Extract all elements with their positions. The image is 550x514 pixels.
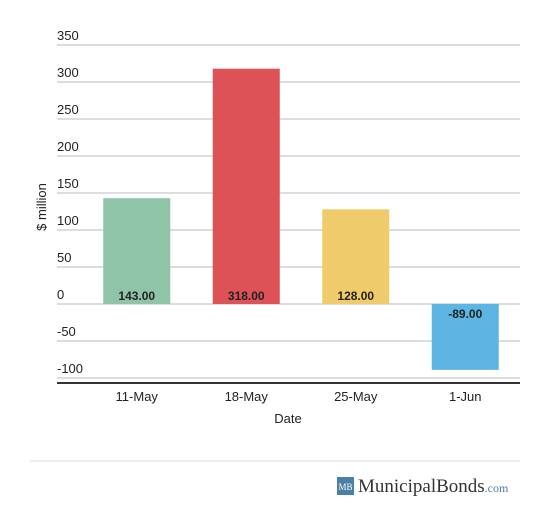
x-axis-label: Date: [274, 411, 301, 426]
logo: MB: [338, 482, 352, 492]
y-tick-label: 150: [57, 176, 79, 191]
y-tick-label: 200: [57, 139, 79, 154]
bar: [322, 209, 390, 304]
y-tick-label: 350: [57, 28, 79, 43]
y-tick-label: 100: [57, 213, 79, 228]
x-tick-label: 1-Jun: [449, 389, 482, 404]
value-label: -89.00: [448, 307, 482, 321]
brand: MunicipalBonds.com: [358, 476, 509, 497]
y-tick-label: -50: [57, 324, 76, 339]
y-tick-label: 300: [57, 65, 79, 80]
brand-suffix: .com: [485, 481, 509, 495]
y-tick-label: 0: [57, 287, 64, 302]
bar: [212, 68, 280, 305]
brand-name: MunicipalBonds: [358, 476, 485, 497]
logo-box: [337, 477, 354, 495]
value-label: 318.00: [228, 289, 265, 303]
value-label: 128.00: [337, 289, 374, 303]
value-label: 143.00: [118, 289, 155, 303]
x-tick-label: 25-May: [334, 389, 378, 404]
y-tick-label: -100: [57, 361, 83, 376]
y-axis-label: $ million: [34, 183, 49, 231]
x-tick-label: 11-May: [116, 389, 159, 404]
y-tick-label: 50: [57, 250, 71, 265]
y-tick-label: 250: [57, 102, 79, 117]
bar: [431, 304, 499, 370]
x-tick-label: 18-May: [225, 389, 269, 404]
bar: [103, 198, 171, 304]
